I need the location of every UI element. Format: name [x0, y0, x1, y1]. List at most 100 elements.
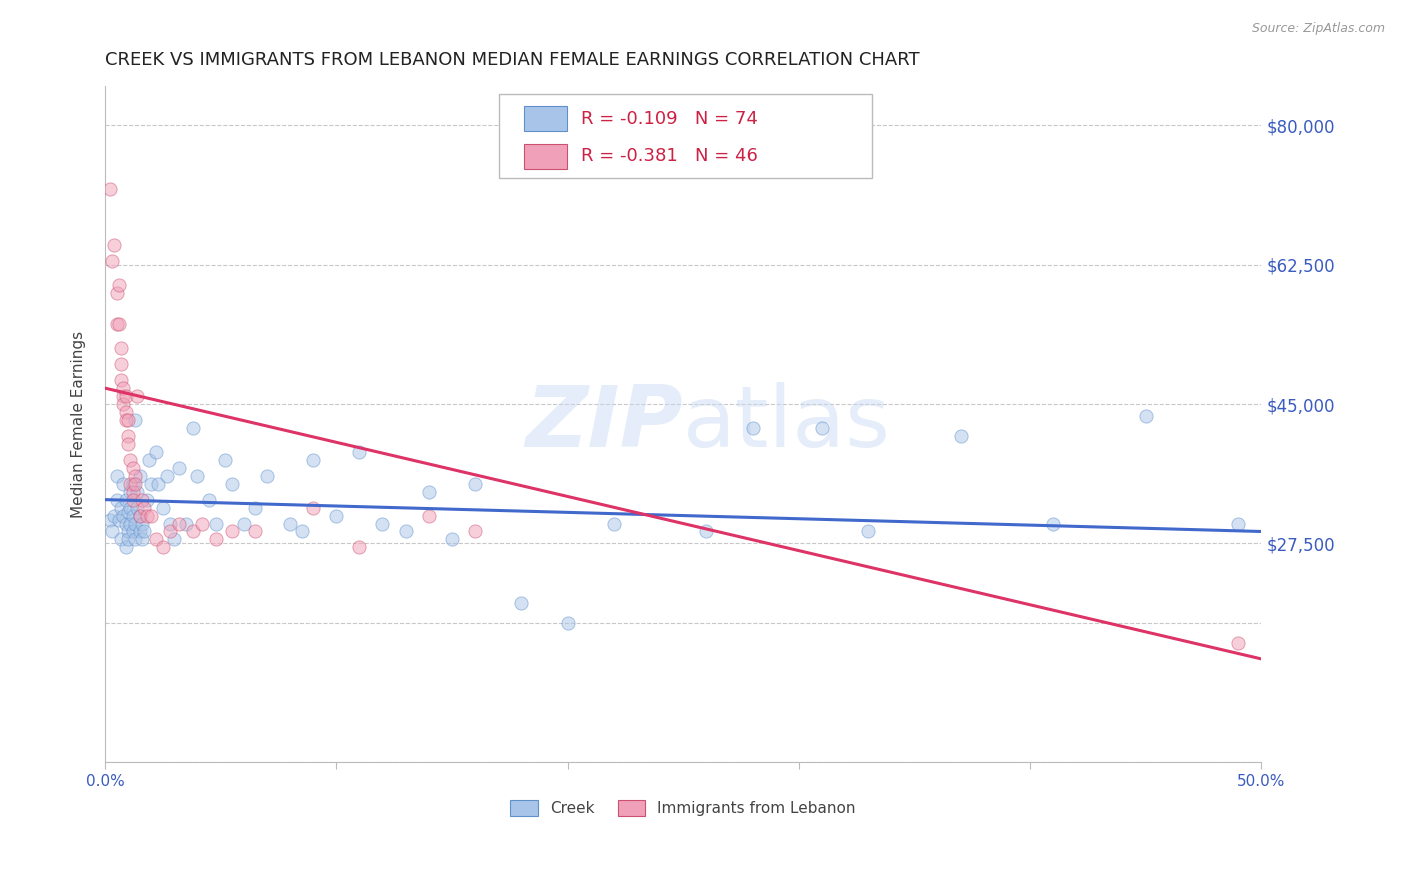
Point	[127, 389, 149, 403]
Point	[302, 452, 325, 467]
Point	[1227, 636, 1250, 650]
Point	[124, 468, 146, 483]
Text: R = -0.109   N = 74: R = -0.109 N = 74	[581, 110, 758, 128]
Point	[152, 500, 174, 515]
Point	[191, 516, 214, 531]
Point	[131, 492, 153, 507]
Point	[418, 484, 440, 499]
Point	[205, 533, 228, 547]
Point	[145, 445, 167, 459]
Point	[108, 277, 131, 292]
Point	[349, 445, 371, 459]
Point	[117, 429, 139, 443]
Point	[103, 508, 125, 523]
Point	[121, 508, 143, 523]
Point	[394, 524, 416, 539]
Point	[120, 516, 142, 531]
Point	[141, 476, 163, 491]
Point	[181, 421, 204, 435]
Point	[221, 524, 243, 539]
Point	[112, 381, 135, 395]
Point	[128, 524, 150, 539]
Point	[101, 524, 124, 539]
Point	[117, 413, 139, 427]
Point	[124, 516, 146, 531]
Y-axis label: Median Female Earnings: Median Female Earnings	[72, 330, 86, 517]
Point	[152, 541, 174, 555]
Point	[131, 533, 153, 547]
Point	[114, 413, 136, 427]
Point	[98, 512, 121, 526]
Point	[114, 405, 136, 419]
Point	[603, 516, 626, 531]
Point	[349, 541, 371, 555]
Point	[464, 524, 486, 539]
Point	[811, 421, 834, 435]
Point	[105, 318, 128, 332]
Point	[120, 476, 142, 491]
Point	[181, 524, 204, 539]
Point	[121, 524, 143, 539]
Point	[741, 421, 763, 435]
Point	[117, 524, 139, 539]
Point	[159, 516, 181, 531]
Point	[121, 492, 143, 507]
Point	[124, 533, 146, 547]
Point	[121, 484, 143, 499]
Point	[128, 508, 150, 523]
Point	[325, 508, 347, 523]
Point	[256, 468, 278, 483]
Point	[98, 182, 121, 196]
Point	[1135, 409, 1157, 423]
Point	[128, 468, 150, 483]
Point	[121, 476, 143, 491]
Point	[557, 616, 579, 631]
Point	[290, 524, 312, 539]
Point	[163, 533, 186, 547]
Point	[105, 492, 128, 507]
Text: Source: ZipAtlas.com: Source: ZipAtlas.com	[1251, 22, 1385, 36]
Point	[159, 524, 181, 539]
Point	[440, 533, 463, 547]
Point	[134, 500, 156, 515]
Point	[141, 508, 163, 523]
Point	[114, 541, 136, 555]
Point	[278, 516, 301, 531]
Point	[108, 318, 131, 332]
Point	[131, 516, 153, 531]
Point	[101, 253, 124, 268]
Point	[156, 468, 179, 483]
Point	[695, 524, 717, 539]
Point	[198, 492, 221, 507]
Text: ZIP: ZIP	[526, 383, 683, 466]
Point	[245, 500, 267, 515]
Point	[371, 516, 394, 531]
Point	[112, 476, 135, 491]
Point	[114, 516, 136, 531]
Point	[856, 524, 879, 539]
Point	[205, 516, 228, 531]
Point	[148, 476, 170, 491]
Point	[121, 460, 143, 475]
Point	[949, 429, 972, 443]
Point	[112, 389, 135, 403]
Point	[138, 452, 160, 467]
Point	[110, 500, 132, 515]
Point	[103, 237, 125, 252]
Point	[1227, 516, 1250, 531]
Point	[110, 341, 132, 355]
Point	[167, 516, 190, 531]
Point	[105, 468, 128, 483]
Point	[120, 484, 142, 499]
Point	[127, 484, 149, 499]
Point	[232, 516, 254, 531]
Point	[135, 492, 157, 507]
Point	[145, 533, 167, 547]
Point	[135, 508, 157, 523]
Point	[464, 476, 486, 491]
Point	[167, 460, 190, 475]
Point	[124, 476, 146, 491]
Text: atlas: atlas	[683, 383, 891, 466]
Point	[117, 505, 139, 519]
Point	[418, 508, 440, 523]
